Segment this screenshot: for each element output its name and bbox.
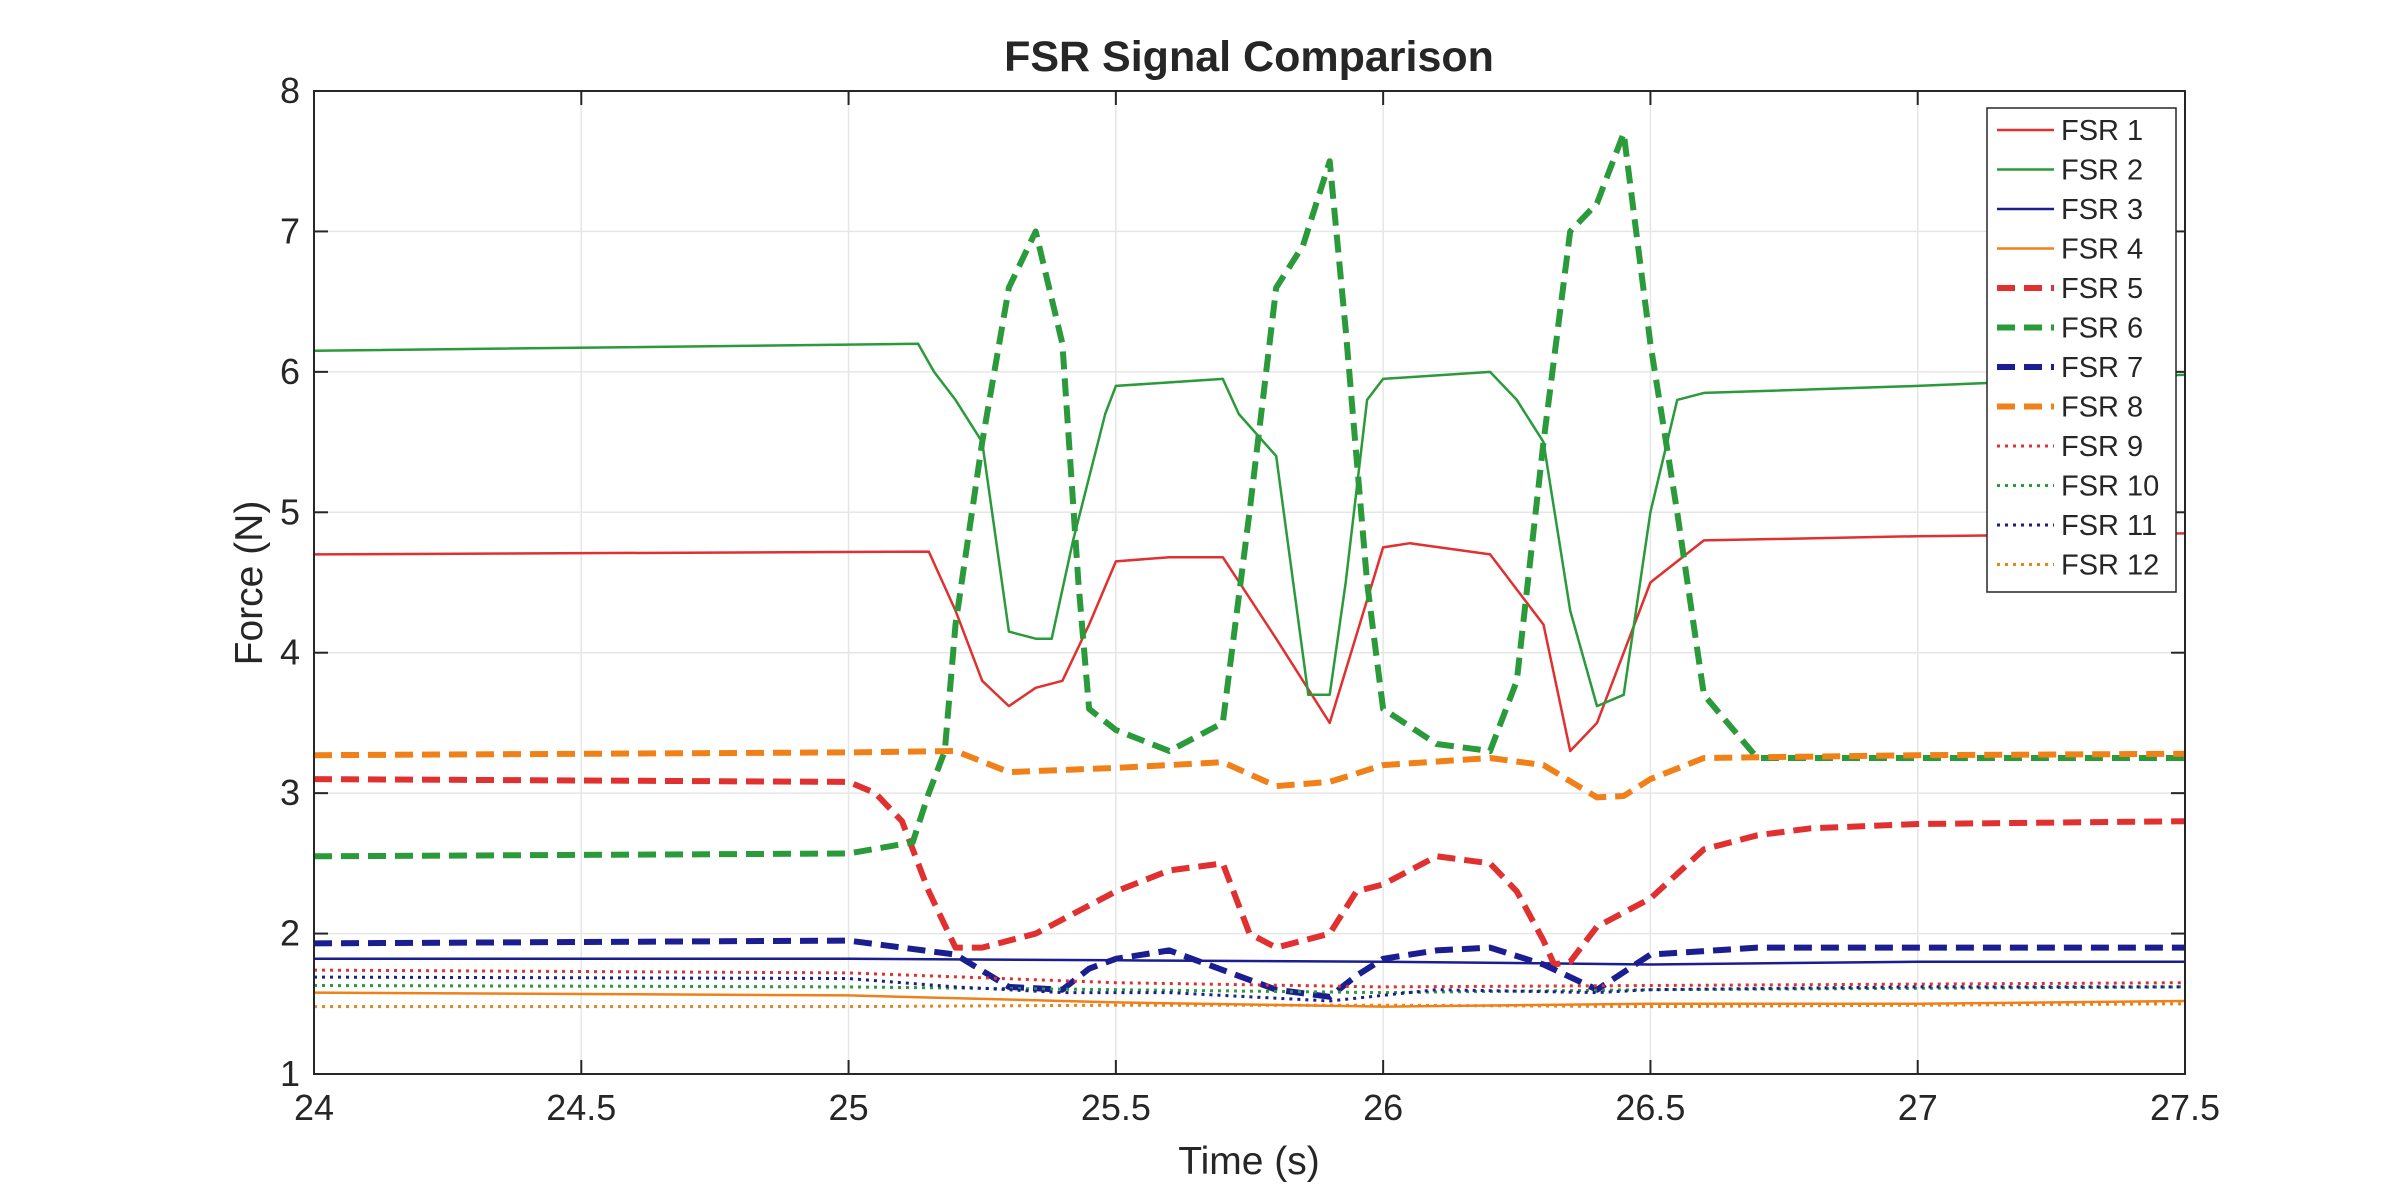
chart-title: FSR Signal Comparison xyxy=(1004,33,1494,81)
series-line-fsr-2 xyxy=(313,342,2186,708)
legend-label-fsr-5: FSR 5 xyxy=(2061,273,2143,305)
legend-label-fsr-2: FSR 2 xyxy=(2061,155,2143,187)
series-line-fsr-5 xyxy=(313,776,2186,968)
series-line-fsr-3 xyxy=(314,957,2185,966)
legend-label-fsr-4: FSR 4 xyxy=(2061,234,2143,266)
x-tick-label: 26 xyxy=(1363,1087,1403,1128)
y-axis-label: Force (N) xyxy=(228,501,271,666)
y-tick-label: 1 xyxy=(280,1053,300,1094)
x-tick-label: 26.5 xyxy=(1615,1087,1685,1128)
y-tick-label: 7 xyxy=(280,210,300,251)
series-line-fsr-8 xyxy=(313,748,2186,801)
legend: FSR 1 FSR 2 FSR 3 FSR 4 FSR 5 FSR 6 FSR 7 FSR 8… xyxy=(1986,107,2177,593)
x-tick-label: 24.5 xyxy=(546,1087,616,1128)
y-tick-label: 3 xyxy=(280,772,300,813)
legend-label-fsr-8: FSR 8 xyxy=(2061,392,2143,424)
legend-label-fsr-9: FSR 9 xyxy=(2061,431,2143,463)
legend-box xyxy=(1986,107,2177,593)
series-line-fsr-4 xyxy=(313,991,2186,1008)
legend-label-fsr-11: FSR 11 xyxy=(2061,510,2157,542)
y-tick-label: 2 xyxy=(280,913,300,954)
x-axis-label: Time (s) xyxy=(1178,1140,1320,1183)
plot-area xyxy=(313,130,2186,1009)
series-line-fsr-1 xyxy=(313,532,2186,753)
x-tick-label: 27 xyxy=(1898,1087,1938,1128)
legend-label-fsr-6: FSR 6 xyxy=(2061,313,2143,345)
y-tick-label: 6 xyxy=(280,351,300,392)
series-line-fsr-7 xyxy=(313,937,2185,1000)
y-tick-label: 5 xyxy=(280,491,300,532)
x-tick-label: 27.5 xyxy=(2150,1087,2220,1128)
y-tick-label: 4 xyxy=(280,632,300,673)
legend-label-fsr-1: FSR 1 xyxy=(2061,115,2143,147)
series-line-fsr-11 xyxy=(313,975,2185,1003)
series-line-fsr-6 xyxy=(313,130,2185,860)
axes-box xyxy=(313,90,2186,1075)
y-tick-label: 8 xyxy=(280,70,300,111)
x-tick-label: 25 xyxy=(829,1087,869,1128)
x-tick-label: 25.5 xyxy=(1081,1087,1151,1128)
axis-ticks: 24 24.5 25 25.5 26 26.5 27 27.5 1 2 3 4 5 6 7 8 xyxy=(280,70,2220,1128)
legend-label-fsr-7: FSR 7 xyxy=(2061,352,2143,384)
x-tick-label: 24 xyxy=(294,1087,334,1128)
legend-label-fsr-12: FSR 12 xyxy=(2061,550,2159,582)
legend-label-fsr-10: FSR 10 xyxy=(2061,471,2159,503)
legend-label-fsr-3: FSR 3 xyxy=(2061,194,2143,226)
